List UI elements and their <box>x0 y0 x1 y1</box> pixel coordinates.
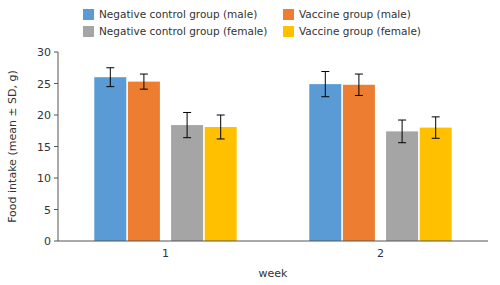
series <box>128 74 375 241</box>
error-line <box>435 117 436 138</box>
y-tick-label: 25 <box>37 78 51 91</box>
error-cap <box>321 96 329 97</box>
y-tick <box>54 178 58 179</box>
x-tick-label: 2 <box>377 247 384 260</box>
bar <box>171 125 203 241</box>
error-line <box>110 68 111 87</box>
series <box>94 68 341 241</box>
y-tick-label: 15 <box>37 141 51 154</box>
series <box>171 112 418 241</box>
y-tick <box>54 115 58 116</box>
plot-area <box>94 68 451 241</box>
series <box>205 115 452 241</box>
bar <box>386 131 418 241</box>
legend-label: Vaccine group (female) <box>299 25 421 37</box>
x-tick-label: 1 <box>162 247 169 260</box>
y-tick-label: 5 <box>44 204 51 217</box>
error-line <box>325 72 326 97</box>
legend-swatch <box>283 9 294 20</box>
chart: 051015202530Food intake (mean ± SD, g)12… <box>0 0 500 285</box>
error-bar <box>398 120 406 143</box>
legend-label: Negative control group (male) <box>99 8 257 20</box>
legend: Negative control group (male) Vaccine gro… <box>83 8 421 37</box>
legend-swatch <box>83 26 94 37</box>
error-cap <box>432 116 440 117</box>
bar <box>309 84 341 241</box>
legend-label: Vaccine group (male) <box>299 8 411 20</box>
y-tick <box>54 83 58 84</box>
x-axis-line <box>58 241 488 242</box>
y-tick <box>54 241 58 242</box>
error-bar <box>183 112 191 137</box>
error-line <box>143 74 144 89</box>
y-tick <box>54 209 58 210</box>
error-cap <box>432 138 440 139</box>
error-bar <box>217 115 225 139</box>
error-cap <box>140 74 148 75</box>
x-axis-label: week <box>259 267 289 280</box>
error-cap <box>106 86 114 87</box>
error-bar <box>432 117 440 138</box>
y-axis-label: Food intake (mean ± SD, g) <box>6 70 19 223</box>
error-cap <box>217 138 225 139</box>
legend-swatch <box>283 26 294 37</box>
bar <box>205 127 237 241</box>
error-cap <box>140 89 148 90</box>
error-line <box>402 120 403 143</box>
error-bar <box>321 72 329 97</box>
y-tick-label: 30 <box>37 46 51 59</box>
bar <box>343 85 375 241</box>
error-cap <box>217 115 225 116</box>
error-cap <box>183 112 191 113</box>
bar <box>94 77 126 241</box>
error-bar <box>140 74 148 89</box>
y-tick <box>54 52 58 53</box>
error-line <box>187 112 188 137</box>
legend-label: Negative control group (female) <box>99 25 267 37</box>
bar <box>128 82 160 241</box>
error-cap <box>106 67 114 68</box>
legend-swatch <box>83 9 94 20</box>
error-bar <box>106 68 114 87</box>
y-tick-label: 10 <box>37 172 51 185</box>
error-cap <box>321 71 329 72</box>
y-axis: 0 5 10 15 20 25 30 <box>37 46 58 248</box>
y-tick <box>54 146 58 147</box>
error-cap <box>398 142 406 143</box>
y-axis-line <box>58 52 59 241</box>
y-tick-label: 20 <box>37 109 51 122</box>
error-line <box>220 115 221 139</box>
error-bar <box>355 74 363 95</box>
error-cap <box>355 95 363 96</box>
error-cap <box>355 74 363 75</box>
x-axis: 12 <box>58 241 488 260</box>
bar <box>420 128 452 241</box>
y-tick-label: 0 <box>44 235 51 248</box>
error-cap <box>183 137 191 138</box>
error-line <box>358 74 359 95</box>
error-cap <box>398 120 406 121</box>
